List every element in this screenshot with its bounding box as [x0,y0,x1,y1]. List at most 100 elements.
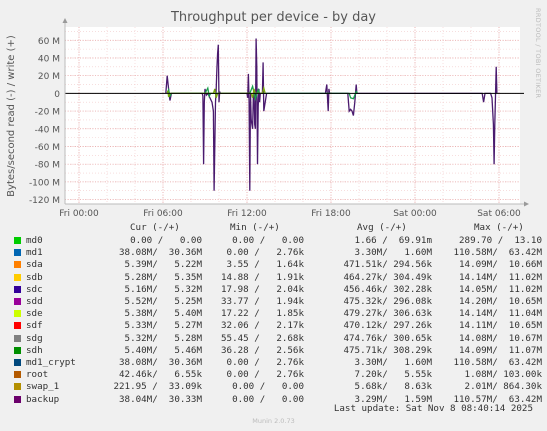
x-tick-label: Fri 18:00 [311,209,351,219]
y-tick-label: -100 M [29,178,60,188]
legend-max-value: 110.57M/ 63.42M [453,393,542,405]
legend-series-name: backup [26,393,60,405]
legend-max-value: 14.09M/ 11.07M [459,344,542,356]
legend-header: Cur (-/+) Min (-/+) Avg (-/+) Max (-/+) [12,222,542,234]
legend-avg-value: 456.46k/ 302.28k [343,283,432,295]
y-tick-label: 40 M [38,54,60,64]
legend-swatch [14,249,21,257]
legend-min-value: 0.00 / 2.76k [226,369,304,381]
legend-min-value: 33.77 / 1.94k [221,296,304,307]
legend-avg-value: 474.76k/ 300.65k [343,332,432,344]
rrdtool-credit: RRDTOOL / TOBI OETIKER [534,8,542,99]
legend-header-min: Min (-/+) [230,222,280,233]
legend-swatch [14,273,21,281]
legend-swatch [14,310,21,318]
legend-min-value: 0.00 / 0.00 [232,381,304,393]
legend-cur-value: 38.08M/ 30.36M [119,247,202,259]
legend-avg-value: 3.30M/ 1.60M [354,247,432,259]
y-tick-label: 60 M [38,37,60,47]
axes [62,18,529,207]
legend-min-value: 0.00 / 2.76k [226,357,304,368]
legend-cur-value: 42.46k/ 6.55k [119,369,202,381]
legend-series-name: sdb [26,271,43,283]
legend-cur-value: 38.08M/ 30.36M [119,357,202,368]
legend-series-name: swap_1 [26,381,60,393]
legend-avg-value: 470.12k/ 297.26k [343,320,432,332]
legend-swatch [14,346,21,354]
legend-series-name: sdc [26,283,43,295]
legend-swatch [14,334,21,342]
legend-cur-value: 5.52M/ 5.25M [124,296,202,307]
legend-max-value: 14.14M/ 11.04M [459,308,542,320]
legend-row: swap_1 221.95 / 33.09k 0.00 / 0.00 5.68k/ 8… [12,381,542,393]
legend-min-value: 0.00 / 2.76k [226,247,304,259]
legend-max-value: 14.14M/ 11.02M [459,271,542,283]
legend-series-name: sdf [26,320,43,332]
legend-min-value: 55.45 / 2.68k [221,332,304,344]
x-tick-label: Sat 00:00 [393,209,437,219]
legend-header-max: Max (-/+) [474,222,524,233]
last-update: Last update: Sat Nov 8 08:40:14 2025 [333,403,533,414]
legend-swatch [14,371,21,379]
legend-swatch [14,261,21,269]
legend-cur-value: 38.04M/ 30.33M [119,393,202,405]
legend-series-name: sde [26,308,43,320]
legend-swatch [14,383,21,391]
legend-min-value: 17.98 / 2.04k [221,283,304,295]
legend-cur-value: 5.33M/ 5.27M [124,320,202,332]
legend-avg-value: 475.32k/ 296.08k [343,296,432,307]
plot-area [65,27,520,204]
legend-series-name: sda [26,259,43,271]
legend-cur-value: 5.32M/ 5.28M [124,332,202,344]
legend-cur-value: 5.16M/ 5.32M [124,283,202,295]
legend-row: sdd 5.52M/ 5.25M 33.77 / 1.94k 475.32k/ 296… [12,296,542,308]
legend-max-value: 110.58M/ 63.42M [453,357,542,368]
x-tick-label: Fri 00:00 [59,209,99,219]
legend-avg-value: 475.71k/ 308.29k [343,344,432,356]
legend-row: sdb 5.28M/ 5.35M 14.88 / 1.91k 464.27k/ 304… [12,272,542,284]
legend-avg-value: 5.68k/ 8.63k [354,381,432,393]
legend-swatch [14,395,21,403]
y-tick-label: -20 M [35,108,60,118]
legend-cur-value: 221.95 / 33.09k [113,381,202,393]
legend-row: md1_crypt 38.08M/ 30.36M 0.00 / 2.76k 3.30M… [12,357,542,369]
legend-row: backup 38.04M/ 30.33M 0.00 / 0.00 3.29M/ 1.… [12,394,542,406]
x-tick-label: Fri 06:00 [143,209,183,219]
legend-row: sda 5.39M/ 5.22M 3.55 / 1.64k 471.51k/ 294.… [12,259,542,271]
legend-row: sdh 5.40M/ 5.46M 36.28 / 2.56k 475.71k/ 308… [12,345,542,357]
y-tick-label: -40 M [35,125,60,135]
y-axis-arrow [62,18,68,23]
legend-row: sde 5.38M/ 5.40M 17.22 / 1.85k 479.27k/ 306… [12,308,542,320]
legend-max-value: 14.20M/ 10.65M [459,296,542,307]
legend-min-value: 32.06 / 2.17k [221,320,304,332]
legend-min-value: 36.28 / 2.56k [221,344,304,356]
legend-row: md1 38.08M/ 30.36M 0.00 / 2.76k 3.30M/ 1.60… [12,247,542,259]
legend-series-name: sdg [26,332,43,344]
legend-header-avg: Avg (-/+) [357,222,407,233]
legend-max-value: 289.70 / 13.10 [459,235,542,246]
x-tick-label: Fri 12:00 [227,209,267,219]
legend-avg-value: 471.51k/ 294.56k [343,259,432,271]
munin-version: Munin 2.0.73 [252,417,295,425]
legend-min-value: 17.22 / 1.85k [221,308,304,320]
legend-avg-value: 464.27k/ 304.49k [343,271,432,283]
legend-avg-value: 3.30M/ 1.60M [354,357,432,368]
legend-row: md0 0.00 / 0.00 0.00 / 0.00 1.66 / 69.91m 28… [12,235,542,247]
y-tick-label: -120 M [29,196,60,206]
legend-series-name: md1 [26,247,43,259]
legend-min-value: 0.00 / 0.00 [232,393,304,405]
legend-avg-value: 1.66 / 69.91m [354,235,432,246]
legend-cur-value: 5.28M/ 5.35M [124,271,202,283]
legend-max-value: 14.09M/ 10.66M [459,259,542,271]
legend-series-name: md1_crypt [26,357,76,368]
legend-series-name: root [26,369,49,381]
legend-cur-value: 0.00 / 0.00 [130,235,202,246]
legend-swatch [14,298,21,305]
legend-min-value: 0.00 / 0.00 [232,235,304,246]
legend-avg-value: 479.27k/ 306.63k [343,308,432,320]
legend-cur-value: 5.39M/ 5.22M [124,259,202,271]
legend-max-value: 2.01M/ 864.30k [464,381,542,393]
legend-avg-value: 7.20k/ 5.55k [354,369,432,381]
legend-row: sdg 5.32M/ 5.28M 55.45 / 2.68k 474.76k/ 300… [12,333,542,345]
